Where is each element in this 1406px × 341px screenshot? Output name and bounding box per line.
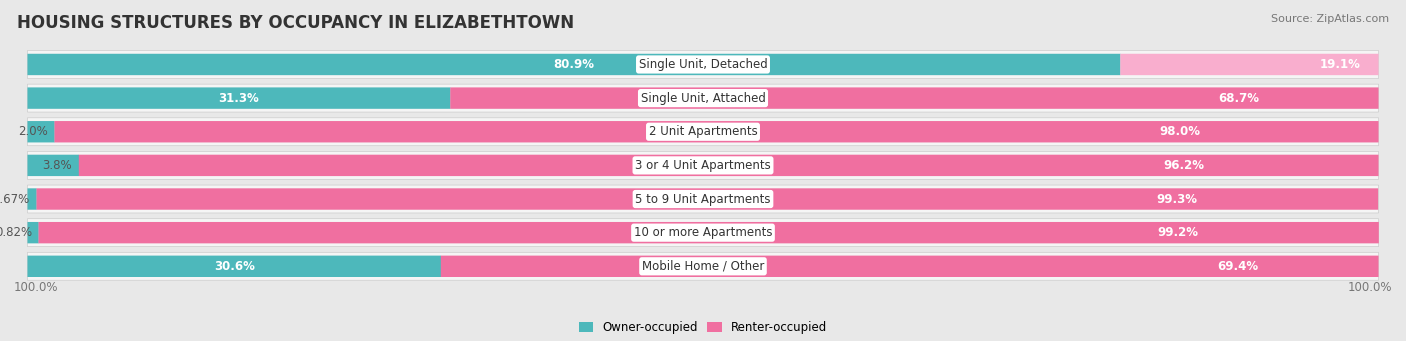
Text: Single Unit, Detached: Single Unit, Detached bbox=[638, 58, 768, 71]
Text: 99.2%: 99.2% bbox=[1157, 226, 1198, 239]
FancyBboxPatch shape bbox=[28, 87, 450, 109]
FancyBboxPatch shape bbox=[27, 118, 1379, 146]
FancyBboxPatch shape bbox=[27, 185, 1379, 213]
FancyBboxPatch shape bbox=[27, 219, 1379, 247]
Text: Mobile Home / Other: Mobile Home / Other bbox=[641, 260, 765, 273]
Text: 31.3%: 31.3% bbox=[218, 92, 259, 105]
FancyBboxPatch shape bbox=[37, 188, 1378, 210]
Text: 19.1%: 19.1% bbox=[1319, 58, 1360, 71]
FancyBboxPatch shape bbox=[27, 151, 1379, 179]
FancyBboxPatch shape bbox=[27, 252, 1379, 280]
FancyBboxPatch shape bbox=[27, 50, 1379, 78]
FancyBboxPatch shape bbox=[27, 84, 1379, 112]
FancyBboxPatch shape bbox=[55, 121, 1378, 143]
Text: 3 or 4 Unit Apartments: 3 or 4 Unit Apartments bbox=[636, 159, 770, 172]
Text: 0.82%: 0.82% bbox=[0, 226, 32, 239]
FancyBboxPatch shape bbox=[79, 155, 1378, 176]
Text: 30.6%: 30.6% bbox=[214, 260, 254, 273]
Text: 98.0%: 98.0% bbox=[1160, 125, 1201, 138]
FancyBboxPatch shape bbox=[28, 188, 37, 210]
Text: 99.3%: 99.3% bbox=[1156, 193, 1198, 206]
FancyBboxPatch shape bbox=[441, 256, 1378, 277]
FancyBboxPatch shape bbox=[28, 256, 441, 277]
FancyBboxPatch shape bbox=[28, 121, 55, 143]
Text: Single Unit, Attached: Single Unit, Attached bbox=[641, 92, 765, 105]
Legend: Owner-occupied, Renter-occupied: Owner-occupied, Renter-occupied bbox=[574, 316, 832, 339]
Text: 2 Unit Apartments: 2 Unit Apartments bbox=[648, 125, 758, 138]
FancyBboxPatch shape bbox=[28, 222, 39, 243]
Text: 80.9%: 80.9% bbox=[554, 58, 595, 71]
Text: 3.8%: 3.8% bbox=[42, 159, 72, 172]
Text: 100.0%: 100.0% bbox=[1347, 281, 1392, 294]
Text: Source: ZipAtlas.com: Source: ZipAtlas.com bbox=[1271, 14, 1389, 24]
FancyBboxPatch shape bbox=[28, 54, 1121, 75]
Text: 69.4%: 69.4% bbox=[1218, 260, 1258, 273]
Text: 100.0%: 100.0% bbox=[14, 281, 59, 294]
Text: 2.0%: 2.0% bbox=[18, 125, 48, 138]
FancyBboxPatch shape bbox=[38, 222, 1379, 243]
Text: 5 to 9 Unit Apartments: 5 to 9 Unit Apartments bbox=[636, 193, 770, 206]
FancyBboxPatch shape bbox=[450, 87, 1378, 109]
FancyBboxPatch shape bbox=[1121, 54, 1378, 75]
Text: 68.7%: 68.7% bbox=[1219, 92, 1260, 105]
Text: HOUSING STRUCTURES BY OCCUPANCY IN ELIZABETHTOWN: HOUSING STRUCTURES BY OCCUPANCY IN ELIZA… bbox=[17, 14, 574, 32]
Text: 0.67%: 0.67% bbox=[0, 193, 30, 206]
FancyBboxPatch shape bbox=[28, 155, 79, 176]
Text: 10 or more Apartments: 10 or more Apartments bbox=[634, 226, 772, 239]
Text: 96.2%: 96.2% bbox=[1163, 159, 1204, 172]
